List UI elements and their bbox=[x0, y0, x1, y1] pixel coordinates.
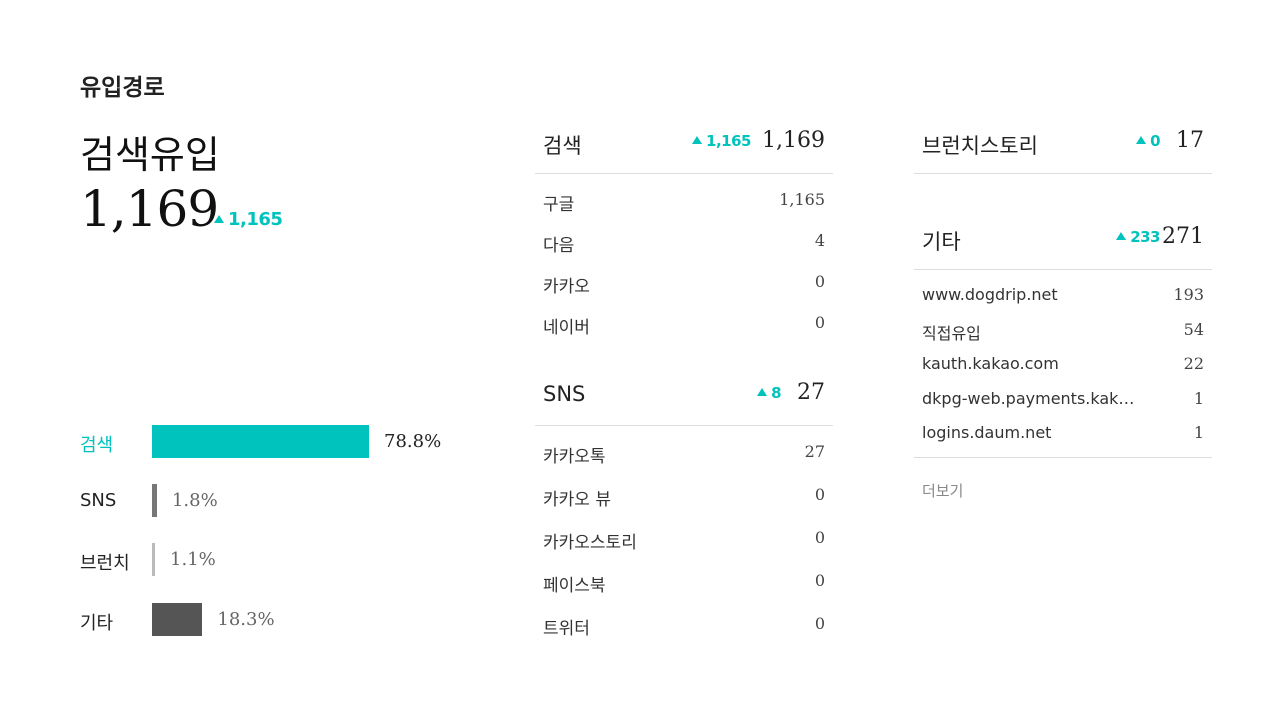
row-value: 54 bbox=[1183, 319, 1204, 339]
share-bar-label: 기타 bbox=[80, 613, 114, 634]
row-value: 0 bbox=[814, 571, 825, 590]
list-item: 구글 1,165 bbox=[535, 180, 833, 221]
share-bar-label: 검색 bbox=[80, 435, 114, 456]
brunch-panel-header: 브런치스토리 0 17 bbox=[914, 118, 1212, 174]
list-item: 다음 4 bbox=[535, 221, 833, 262]
share-bar-fill bbox=[152, 543, 156, 576]
sns-panel-delta: 8 bbox=[757, 384, 781, 402]
row-name: 직접유입 bbox=[922, 323, 981, 343]
list-item: www.dogdrip.net 193 bbox=[914, 278, 1212, 313]
list-item: dkpg-web.payments.kak… 1 bbox=[914, 382, 1212, 417]
row-name: 카카오톡 bbox=[543, 447, 606, 467]
row-value: 22 bbox=[1183, 354, 1204, 373]
etc-panel-header: 기타 233 271 bbox=[914, 214, 1212, 270]
search-panel-header: 검색 1,165 1,169 bbox=[535, 118, 833, 174]
brunch-panel-title: 브런치스토리 bbox=[922, 134, 1038, 158]
share-bar-row-search[interactable]: 검색 78.8% bbox=[80, 425, 500, 459]
row-name: 카카오 뷰 bbox=[543, 490, 611, 510]
sns-panel-delta-value: 8 bbox=[771, 384, 781, 402]
search-rows: 구글 1,165 다음 4 카카오 0 네이버 0 bbox=[535, 174, 833, 344]
list-item: 카카오 0 bbox=[535, 262, 833, 303]
up-triangle-icon bbox=[214, 215, 224, 223]
row-value: 0 bbox=[814, 614, 825, 633]
summary-label: 검색유입 bbox=[80, 133, 220, 177]
sns-panel-total: 27 bbox=[797, 380, 825, 405]
row-name: 카카오 bbox=[543, 277, 590, 297]
row-name: logins.daum.net bbox=[922, 423, 1052, 442]
up-triangle-icon bbox=[757, 388, 768, 396]
row-name: www.dogdrip.net bbox=[922, 285, 1058, 304]
summary-delta-value: 1,165 bbox=[228, 209, 283, 230]
row-name: 다음 bbox=[543, 236, 575, 256]
share-bar-label: SNS bbox=[80, 490, 117, 511]
share-bar-pct: 18.3% bbox=[217, 609, 275, 630]
share-bar-row-etc[interactable]: 기타 18.3% bbox=[80, 603, 500, 637]
row-value: 193 bbox=[1173, 285, 1204, 304]
share-bar-fill bbox=[152, 484, 157, 517]
list-item: 트위터 0 bbox=[535, 604, 833, 647]
row-value: 0 bbox=[814, 528, 825, 547]
share-bar-pct: 1.8% bbox=[171, 490, 218, 511]
more-link[interactable]: 더보기 bbox=[922, 482, 964, 500]
row-value: 1,165 bbox=[779, 190, 825, 209]
list-item: 카카오 뷰 0 bbox=[535, 475, 833, 518]
share-bar-pct: 1.1% bbox=[170, 549, 216, 570]
summary-delta: 1,165 bbox=[214, 209, 283, 230]
share-bar-row-brunch[interactable]: 브런치 1.1% bbox=[80, 543, 500, 577]
list-item: kauth.kakao.com 22 bbox=[914, 347, 1212, 382]
list-item: 직접유입 54 bbox=[914, 313, 1212, 348]
sns-rows: 카카오톡 27 카카오 뷰 0 카카오스토리 0 페이스북 0 트위터 0 bbox=[535, 426, 833, 647]
brunch-panel-total: 17 bbox=[1176, 128, 1204, 153]
row-name: 구글 bbox=[543, 195, 575, 215]
etc-panel-delta-value: 233 bbox=[1130, 228, 1160, 246]
up-triangle-icon bbox=[1116, 232, 1127, 240]
brunch-panel: 브런치스토리 0 17 bbox=[914, 118, 1212, 174]
up-triangle-icon bbox=[692, 136, 703, 144]
search-panel: 검색 1,165 1,169 구글 1,165 다음 4 카카오 0 네이버 0 bbox=[535, 118, 833, 344]
etc-panel-total: 271 bbox=[1162, 224, 1204, 249]
row-name: dkpg-web.payments.kak… bbox=[922, 388, 1135, 408]
brunch-panel-delta-value: 0 bbox=[1150, 132, 1160, 150]
list-item: 카카오스토리 0 bbox=[535, 518, 833, 561]
brunch-panel-delta: 0 bbox=[1136, 132, 1160, 150]
list-item: 카카오톡 27 bbox=[535, 432, 833, 475]
list-item: 페이스북 0 bbox=[535, 561, 833, 604]
search-panel-delta-value: 1,165 bbox=[706, 132, 751, 150]
row-name: 트위터 bbox=[543, 619, 590, 639]
etc-panel-title: 기타 bbox=[922, 230, 961, 254]
share-bar-row-sns[interactable]: SNS 1.8% bbox=[80, 484, 500, 518]
row-value: 0 bbox=[814, 313, 825, 332]
etc-panel: 기타 233 271 www.dogdrip.net 193 직접유입 54 kau… bbox=[914, 214, 1212, 458]
share-bar-label: 브런치 bbox=[80, 553, 130, 574]
row-name: 네이버 bbox=[543, 318, 590, 338]
up-triangle-icon bbox=[1136, 136, 1147, 144]
row-value: 4 bbox=[814, 231, 825, 250]
list-item: logins.daum.net 1 bbox=[914, 416, 1212, 451]
sns-panel-title: SNS bbox=[543, 382, 586, 406]
search-panel-delta: 1,165 bbox=[692, 132, 751, 150]
share-bar-fill bbox=[152, 603, 203, 636]
row-value: 0 bbox=[814, 485, 825, 504]
row-name: kauth.kakao.com bbox=[922, 354, 1059, 373]
row-name: 카카오스토리 bbox=[543, 533, 637, 553]
summary-value: 1,169 bbox=[80, 180, 219, 238]
share-bar-fill bbox=[152, 425, 369, 458]
row-value: 27 bbox=[804, 442, 825, 461]
share-bar-pct: 78.8% bbox=[384, 431, 442, 452]
list-item: 네이버 0 bbox=[535, 303, 833, 344]
sns-panel: SNS 8 27 카카오톡 27 카카오 뷰 0 카카오스토리 0 페이스북 0 트위터… bbox=[535, 370, 833, 647]
etc-rows: www.dogdrip.net 193 직접유입 54 kauth.kakao.co… bbox=[914, 270, 1212, 458]
search-panel-title: 검색 bbox=[543, 134, 582, 158]
search-panel-total: 1,169 bbox=[762, 128, 825, 153]
row-name: 페이스북 bbox=[543, 576, 606, 596]
section-title: 유입경로 bbox=[80, 75, 165, 101]
row-value: 0 bbox=[814, 272, 825, 291]
sns-panel-header: SNS 8 27 bbox=[535, 370, 833, 426]
etc-panel-delta: 233 bbox=[1116, 228, 1160, 246]
row-value: 1 bbox=[1193, 423, 1204, 442]
row-value: 1 bbox=[1193, 388, 1204, 408]
